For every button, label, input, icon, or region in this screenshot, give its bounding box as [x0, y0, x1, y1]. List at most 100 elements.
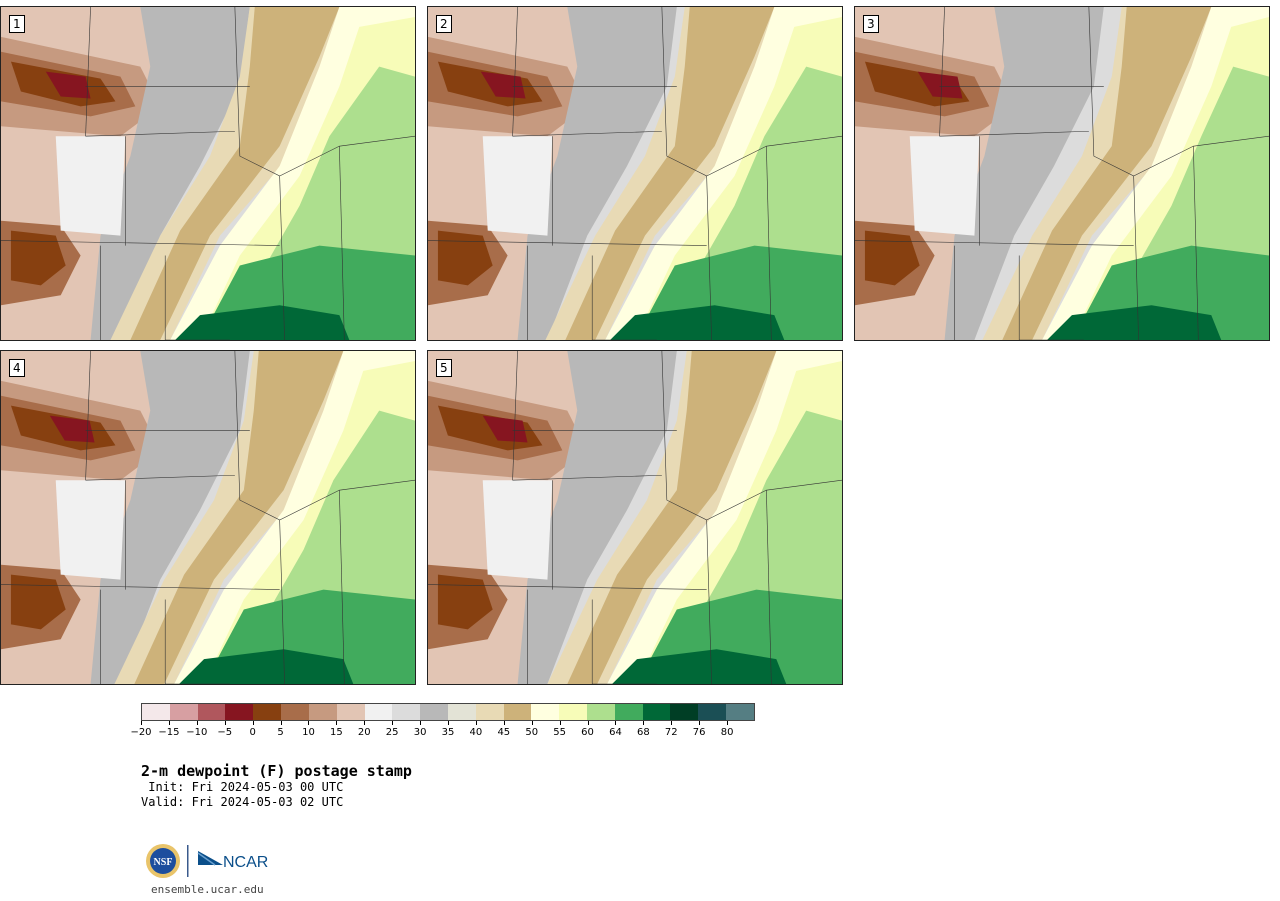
colorbar-swatch	[475, 704, 504, 720]
colorbar-tick	[531, 721, 533, 725]
colorbar-tick	[252, 721, 254, 725]
ncar-logo: NCAR	[197, 851, 268, 871]
init-time: Init: Fri 2024-05-03 00 UTC	[141, 780, 344, 794]
site-url: ensemble.ucar.edu	[151, 883, 264, 896]
colorbar-swatch	[587, 704, 615, 720]
colorbar-tick-label: −20	[130, 727, 152, 738]
dewpoint-contour	[437, 574, 493, 630]
colorbar-swatch	[253, 704, 282, 720]
state-border	[1088, 7, 1139, 340]
colorbar-tick-label: 64	[609, 727, 622, 738]
colorbar-tick-label: 10	[302, 727, 315, 738]
member-panel-3: 3	[854, 6, 1270, 341]
panel-number-4: 4	[9, 359, 25, 377]
state-border	[164, 255, 230, 340]
state-border	[339, 490, 345, 684]
dewpoint-contour	[437, 230, 493, 286]
dewpoint-contour	[482, 480, 553, 580]
state-border	[512, 130, 662, 137]
colorbar-swatch	[169, 704, 198, 720]
dewpoint-map-4	[1, 351, 415, 684]
colorbar-tick-label: 5	[277, 727, 284, 738]
dewpoint-contour	[10, 230, 66, 286]
dewpoint-contour	[917, 71, 963, 99]
dewpoint-contour	[517, 7, 677, 340]
panel-number-3: 3	[863, 15, 879, 33]
panel-number-1: 1	[9, 15, 25, 33]
state-border	[766, 146, 772, 340]
dewpoint-contour	[134, 351, 344, 684]
colorbar-tick-label: −5	[217, 727, 233, 738]
ncar-logo-text: NCAR	[223, 854, 268, 871]
state-border	[85, 130, 235, 137]
colorbar-tick	[308, 721, 310, 725]
dewpoint-contour	[1002, 7, 1212, 340]
dewpoint-map-3	[855, 7, 1269, 340]
colorbar-tick-label: 15	[329, 727, 343, 738]
logo-divider	[187, 845, 189, 877]
state-border	[939, 7, 945, 137]
state-border	[661, 351, 712, 684]
colorbar-swatch	[225, 704, 254, 720]
dewpoint-contour	[517, 351, 677, 684]
nsf-logo: NSF	[146, 844, 180, 878]
dewpoint-contour	[482, 415, 528, 443]
dewpoint-contour	[130, 7, 340, 340]
colorbar-swatch	[308, 704, 337, 720]
dewpoint-map-5	[428, 351, 842, 684]
state-border	[591, 599, 657, 684]
state-border	[1193, 146, 1199, 340]
colorbar-tick	[503, 721, 505, 725]
state-border	[1018, 255, 1084, 340]
colorbar-swatch	[503, 704, 532, 720]
state-border	[164, 599, 230, 684]
colorbar-tick	[168, 721, 170, 725]
colorbar-tick-label: 35	[441, 727, 455, 738]
nsf-logo-text: NSF	[154, 857, 173, 868]
state-border	[766, 490, 772, 684]
state-border	[706, 135, 842, 177]
colorbar-tick-label: 40	[469, 727, 483, 738]
colorbar-tick	[671, 721, 673, 725]
dewpoint-contour	[864, 230, 920, 286]
dewpoint-contour	[482, 136, 553, 236]
state-border	[512, 7, 518, 137]
colorbar-swatch	[726, 704, 754, 720]
colorbar-tick	[448, 721, 449, 725]
colorbar-tick	[141, 721, 142, 725]
colorbar-swatch	[364, 704, 393, 720]
colorbar-tick	[615, 721, 617, 725]
state-border	[234, 7, 285, 340]
colorbar-tick	[727, 721, 729, 725]
colorbar-swatch	[197, 704, 226, 720]
member-panel-2: 2	[427, 6, 843, 341]
colorbar-tick	[364, 721, 366, 725]
panel-number-2: 2	[436, 15, 452, 33]
dewpoint-contour	[567, 351, 777, 684]
colorbar-swatch	[614, 704, 643, 720]
dewpoint-contour	[55, 136, 126, 236]
colorbar-swatch	[420, 704, 448, 720]
dewpoint-contour	[565, 7, 775, 340]
colorbar-tick-label: 76	[692, 727, 706, 738]
dewpoint-contour	[55, 480, 126, 580]
colorbar-swatch	[392, 704, 421, 720]
colorbar-tick-label: 55	[553, 727, 566, 738]
dewpoint-contour	[909, 136, 980, 236]
colorbar-tick	[392, 721, 394, 725]
colorbar-tick	[420, 721, 422, 725]
dewpoint-map-1	[1, 7, 415, 340]
colorbar-tick-label: 60	[581, 727, 594, 738]
dewpoint-contour	[1047, 305, 1222, 340]
state-border	[234, 351, 285, 684]
colorbar-ticks: −20 −15 −10 −5 0 5 10 15 20 25 30 35 40 45 50 55 60 64 68 7…	[130, 721, 755, 741]
state-border	[591, 255, 657, 340]
colorbar-tick-label: 72	[664, 727, 678, 738]
colorbar-swatch	[142, 704, 170, 720]
dewpoint-map-2	[428, 7, 842, 340]
state-border	[939, 130, 1089, 137]
state-border	[512, 474, 662, 481]
state-border	[1, 240, 280, 246]
plot-title: 2-m dewpoint (F) postage stamp	[141, 762, 412, 780]
colorbar-tick-label: 80	[720, 727, 734, 738]
